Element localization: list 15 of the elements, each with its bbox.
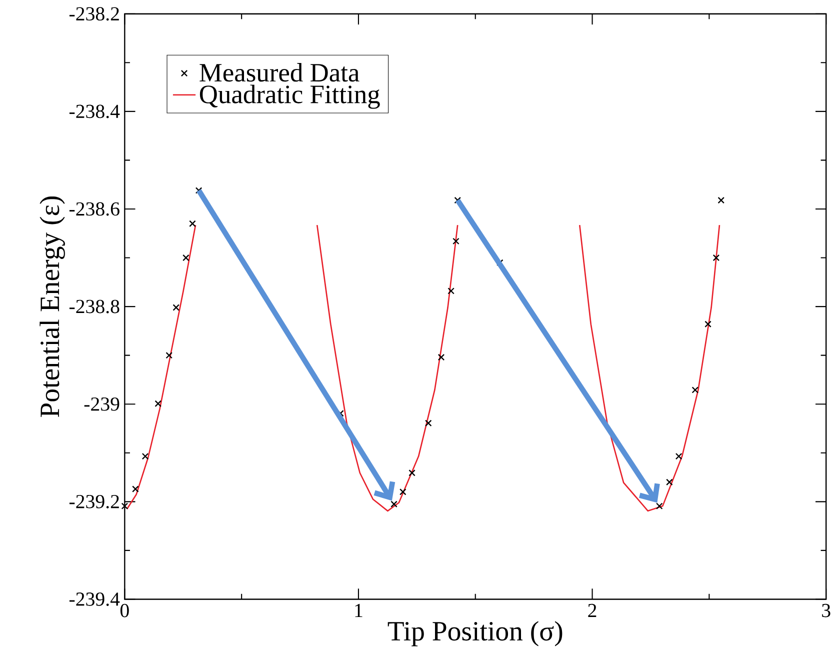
legend-label: Quadratic Fitting (200, 84, 380, 109)
x-tick-label: 3 (822, 604, 830, 618)
y-tick-label: -239.2 (69, 495, 119, 509)
x-tick-label: 2 (588, 604, 596, 618)
y-tick-label: -239 (84, 398, 120, 411)
legend-label: Measured Data (200, 63, 360, 82)
y-tick-label: -238.8 (69, 300, 120, 314)
y-tick-label: -239.4 (69, 592, 120, 606)
y-axis-title: Potential Energy (ε) (40, 196, 65, 418)
x-tick-label: 1 (355, 604, 362, 618)
y-tick-label: -238.4 (69, 104, 120, 118)
y-tick-label: -238.6 (69, 202, 120, 216)
x-axis-title: Tip Position (σ) (388, 621, 562, 646)
y-tick-label: -238.2 (69, 7, 119, 21)
x-tick-label: 0 (120, 604, 129, 618)
